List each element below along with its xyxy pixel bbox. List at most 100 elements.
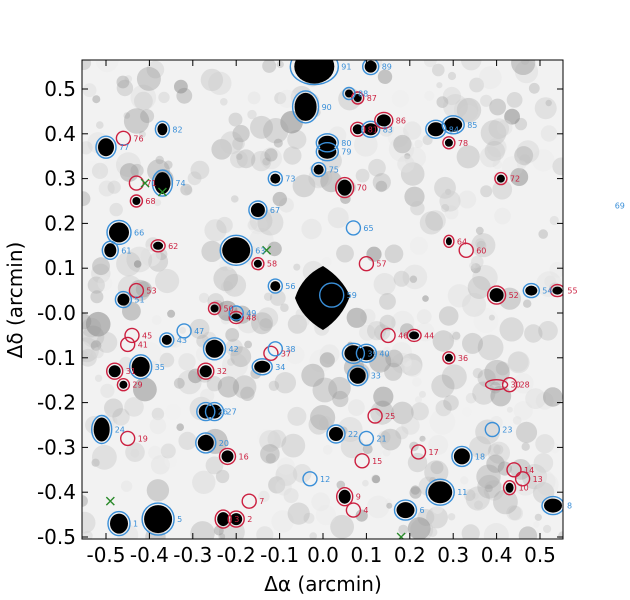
source-marker-71 [128, 175, 145, 191]
source-marker-82 [154, 120, 171, 139]
noise-speck [514, 146, 534, 166]
source-marker-76 [115, 130, 132, 147]
source-marker-10 [502, 480, 517, 496]
noise-speck [265, 453, 276, 464]
noise-speck [428, 434, 449, 455]
axes: -0.5 -0.4 -0.3 -0.2 -0.1 0.0 0.1 0.2 0.3 0.4 0.5-0… [37, 60, 563, 567]
noise-speck [268, 476, 286, 494]
source-marker-40 [355, 343, 378, 363]
noise-speck [116, 75, 130, 89]
noise-speck [379, 293, 396, 310]
noise-speck [512, 416, 522, 425]
noise-speck [115, 152, 141, 178]
noise-speck [328, 376, 351, 400]
noise-speck [480, 120, 507, 146]
noise-speck [388, 136, 415, 162]
source-marker-59 [319, 282, 345, 308]
source-blob-44 [409, 331, 420, 340]
noise-speck [82, 60, 92, 70]
noise-speck [476, 464, 501, 489]
source-blob-64 [445, 237, 452, 246]
noise-speck [196, 334, 210, 348]
noise-speck [92, 347, 104, 359]
source-label-64: 64 [457, 237, 467, 246]
source-label-30: 30 [511, 381, 521, 390]
source-label-35: 35 [155, 363, 165, 372]
source-marker-27 [204, 401, 225, 422]
noise-speck [532, 149, 555, 172]
noise-speck [259, 318, 273, 332]
noise-speck [240, 386, 255, 401]
cross-marker [396, 532, 406, 539]
noise-speck [218, 533, 226, 539]
noise-speck [287, 502, 310, 525]
source-label-52: 52 [509, 291, 519, 300]
source-label-5: 5 [177, 515, 182, 524]
noise-speck [536, 473, 559, 496]
noise-speck [321, 257, 332, 267]
noise-speck [510, 168, 529, 186]
source-marker-28 [501, 377, 518, 393]
noise-speck [268, 380, 280, 391]
y-axis-title: Δδ (arcmin) [3, 242, 27, 359]
noise-speck [125, 442, 145, 463]
source-label-46: 46 [398, 331, 408, 340]
source-blob-33 [349, 367, 366, 384]
noise-speck [281, 433, 306, 458]
noise-speck [109, 202, 123, 217]
noise-speck [360, 308, 376, 324]
noise-speck [96, 331, 118, 353]
noise-speck [276, 60, 284, 68]
source-marker-16 [218, 447, 237, 466]
noise-speck [301, 363, 325, 387]
noise-speck [277, 89, 297, 108]
noise-speck [410, 201, 425, 216]
noise-speck [375, 180, 388, 193]
source-marker-1 [107, 510, 131, 537]
source-label-65: 65 [363, 224, 373, 233]
noise-speck [484, 359, 510, 386]
source-blob-81 [352, 124, 363, 135]
noise-speck [447, 284, 472, 308]
source-marker-70 [335, 176, 355, 199]
source-blob-8 [544, 498, 562, 513]
noise-speck [371, 474, 380, 484]
source-marker-23 [484, 421, 500, 438]
noise-speck [322, 445, 333, 455]
noise-speck [337, 417, 363, 442]
noise-speck [419, 211, 443, 235]
source-blob-88 [345, 89, 353, 98]
noise-speck [489, 381, 502, 394]
source-label-51: 51 [134, 296, 144, 305]
noise-speck [155, 155, 164, 165]
noise-speck [507, 351, 530, 374]
source-blob-85 [444, 117, 463, 132]
noise-speck [487, 137, 507, 158]
source-label-73: 73 [285, 175, 295, 184]
source-blob-24 [93, 417, 110, 442]
source-marker-35 [128, 354, 153, 380]
y-tick-label: -0.3 [37, 435, 76, 459]
noise-speck [472, 493, 479, 500]
source-label-29: 29 [132, 381, 142, 390]
noise-speck [370, 400, 394, 425]
noise-speck [472, 381, 496, 405]
noise-speck [404, 186, 425, 207]
noise-speck [233, 196, 239, 203]
noise-speck [274, 92, 287, 105]
noise-speck [160, 443, 176, 459]
noise-speck [267, 429, 287, 449]
noise-speck [465, 392, 477, 404]
source-marker-85 [441, 115, 465, 135]
noise-speck [332, 390, 349, 408]
x-tick-label: 0.1 [350, 543, 382, 567]
source-label-48: 48 [246, 314, 256, 323]
source-label-78: 78 [458, 139, 468, 148]
noise-speck [488, 314, 495, 321]
noise-speck [221, 281, 233, 293]
noise-speck [474, 500, 483, 510]
noise-speck [379, 314, 396, 331]
noise-speck [222, 352, 248, 379]
noise-speck [82, 325, 105, 348]
noise-speck [275, 479, 292, 496]
